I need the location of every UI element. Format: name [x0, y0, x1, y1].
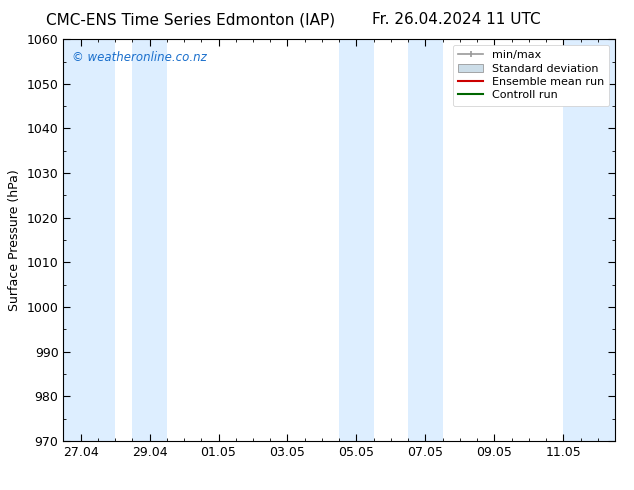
Text: © weatheronline.co.nz: © weatheronline.co.nz	[72, 51, 207, 64]
Bar	[339, 39, 373, 441]
Y-axis label: Surface Pressure (hPa): Surface Pressure (hPa)	[8, 169, 21, 311]
Bar	[133, 39, 167, 441]
Bar	[408, 39, 443, 441]
Text: Fr. 26.04.2024 11 UTC: Fr. 26.04.2024 11 UTC	[372, 12, 541, 27]
Legend: min/max, Standard deviation, Ensemble mean run, Controll run: min/max, Standard deviation, Ensemble me…	[453, 45, 609, 106]
Text: CMC-ENS Time Series Edmonton (IAP): CMC-ENS Time Series Edmonton (IAP)	[46, 12, 335, 27]
Bar	[563, 39, 615, 441]
Bar	[63, 39, 115, 441]
